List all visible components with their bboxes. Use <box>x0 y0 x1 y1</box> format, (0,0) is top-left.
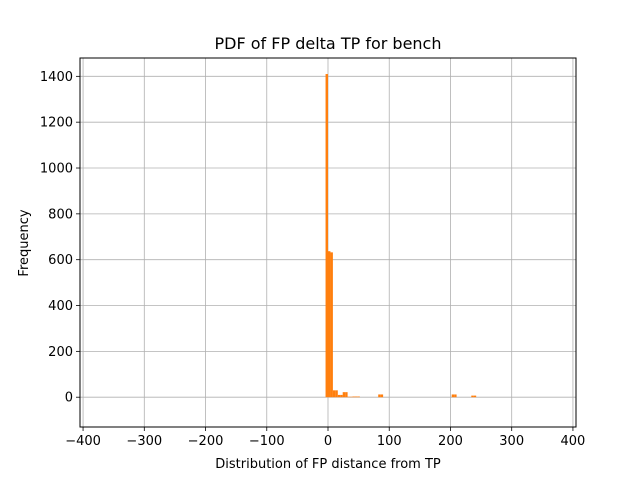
x-tick-label: 400 <box>561 434 586 449</box>
x-axis-title: Distribution of FP distance from TP <box>215 457 441 472</box>
x-tick-label: 0 <box>324 434 332 449</box>
x-tick-label: 100 <box>377 434 402 449</box>
y-axis-title: Frequency <box>17 209 32 276</box>
histogram-bar <box>328 251 331 398</box>
histogram-bar <box>378 394 381 398</box>
x-tick-label: −200 <box>188 434 224 449</box>
histogram-bar <box>451 394 455 398</box>
y-tick-label: 600 <box>48 253 73 268</box>
histogram-bar <box>325 74 328 398</box>
histogram-bar <box>354 396 358 398</box>
histogram-bar <box>352 396 355 398</box>
histogram-bar <box>340 394 343 398</box>
histogram-bar <box>330 252 333 398</box>
histogram-bar <box>473 395 477 398</box>
y-tick-label: 1200 <box>40 116 73 131</box>
y-tick-label: 1400 <box>40 70 73 85</box>
histogram-bar <box>357 396 360 398</box>
histogram-bar <box>332 390 336 398</box>
x-tick-label: −300 <box>126 434 162 449</box>
y-tick-label: 400 <box>48 299 73 314</box>
y-axis-ticks: 0 200 400 600 800 1000 1200 1400 <box>40 70 80 406</box>
chart-title: PDF of FP delta TP for bench <box>215 34 442 53</box>
x-axis-ticks: −400 −300 −200 −100 0 100 200 300 400 <box>65 427 585 449</box>
x-tick-label: 300 <box>499 434 524 449</box>
histogram-bar <box>454 394 457 398</box>
y-tick-label: 200 <box>48 345 73 360</box>
y-tick-label: 800 <box>48 207 73 222</box>
x-tick-label: −100 <box>249 434 285 449</box>
histogram-bar <box>342 392 346 398</box>
histogram-bar <box>337 394 341 398</box>
y-tick-label: 1000 <box>40 162 73 177</box>
x-tick-label: −400 <box>65 434 101 449</box>
y-tick-label: 0 <box>65 391 73 406</box>
x-tick-label: 200 <box>438 434 463 449</box>
histogram-bars <box>325 74 477 398</box>
histogram-bar <box>345 392 348 398</box>
histogram-bar <box>380 394 384 398</box>
histogram-bar <box>471 395 474 398</box>
histogram-bar <box>335 390 338 398</box>
